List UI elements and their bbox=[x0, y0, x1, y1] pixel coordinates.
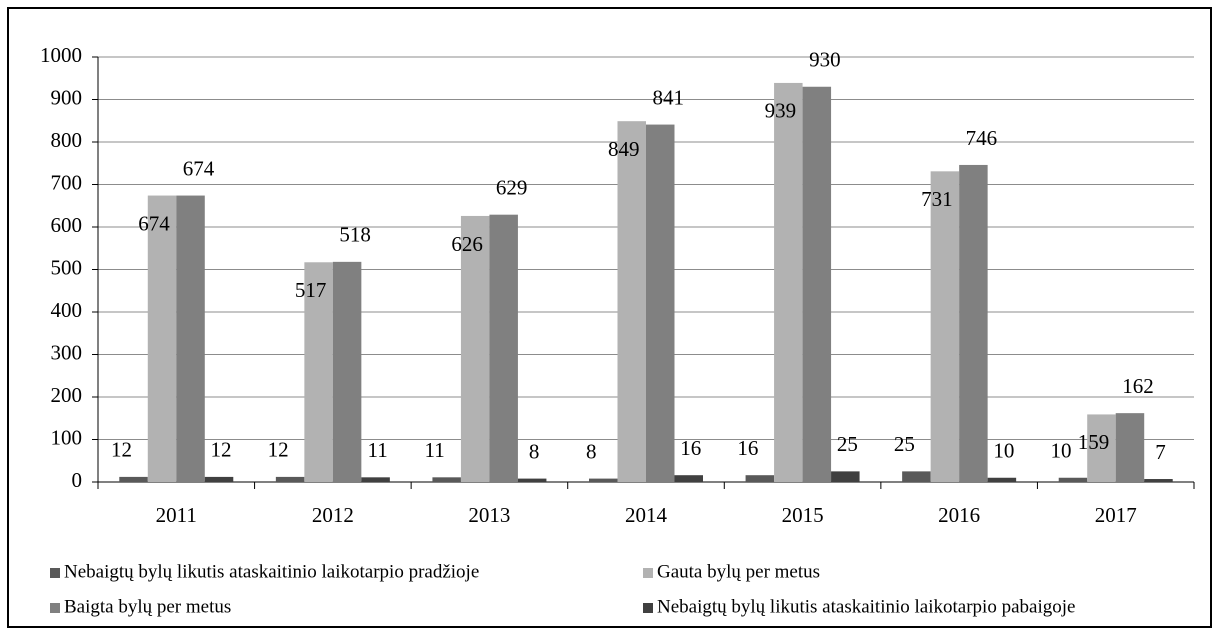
bar bbox=[987, 477, 1017, 482]
y-tick-label: 700 bbox=[51, 170, 83, 194]
bar bbox=[119, 476, 148, 482]
data-label: 25 bbox=[837, 432, 858, 456]
data-label: 8 bbox=[529, 439, 540, 463]
legend-swatch bbox=[50, 603, 60, 613]
bar bbox=[617, 121, 646, 483]
bar bbox=[204, 476, 234, 482]
data-label: 746 bbox=[966, 126, 998, 150]
y-tick-label: 300 bbox=[51, 340, 83, 364]
bar bbox=[1144, 479, 1173, 482]
x-tick-label: 2012 bbox=[312, 503, 354, 527]
y-tick-label: 800 bbox=[51, 128, 83, 152]
data-label: 10 bbox=[1050, 439, 1071, 463]
bar bbox=[802, 86, 832, 482]
bar bbox=[332, 261, 362, 482]
bar bbox=[517, 478, 547, 482]
data-label: 12 bbox=[211, 438, 232, 462]
bar bbox=[361, 477, 390, 482]
legend-label: Baigta bylų per metus bbox=[64, 596, 231, 617]
y-tick-label: 100 bbox=[51, 425, 83, 449]
legend-label: Nebaigtų bylų likutis ataskaitinio laiko… bbox=[64, 561, 479, 582]
bar bbox=[902, 471, 931, 482]
data-label: 10 bbox=[993, 439, 1014, 463]
data-label: 517 bbox=[295, 278, 327, 302]
data-label: 674 bbox=[138, 211, 170, 235]
y-tick-label: 400 bbox=[51, 298, 83, 322]
x-tick-label: 2013 bbox=[468, 503, 510, 527]
data-label: 849 bbox=[608, 137, 640, 161]
data-label: 629 bbox=[496, 175, 528, 199]
data-label: 12 bbox=[111, 438, 132, 462]
bar bbox=[176, 195, 205, 483]
bar bbox=[930, 171, 960, 482]
y-tick-label: 500 bbox=[51, 255, 83, 279]
data-label: 626 bbox=[451, 232, 483, 256]
data-label: 16 bbox=[680, 436, 701, 460]
bar bbox=[1087, 414, 1116, 482]
bar bbox=[674, 475, 703, 482]
bar bbox=[489, 214, 518, 483]
legend-label: Nebaigtų bylų likutis ataskaitinio laiko… bbox=[657, 596, 1075, 617]
bar bbox=[1115, 413, 1145, 482]
bar bbox=[147, 195, 177, 483]
data-label: 162 bbox=[1122, 374, 1154, 398]
bar bbox=[304, 262, 333, 482]
x-tick-label: 2016 bbox=[938, 503, 980, 527]
bar bbox=[646, 124, 675, 482]
bar bbox=[1058, 477, 1088, 482]
bar bbox=[959, 164, 988, 482]
legend-swatch bbox=[643, 603, 653, 613]
data-label: 841 bbox=[653, 85, 685, 109]
data-label: 159 bbox=[1078, 430, 1110, 454]
bar bbox=[432, 477, 461, 482]
data-label: 674 bbox=[183, 156, 215, 180]
bar bbox=[460, 215, 490, 482]
bar bbox=[275, 476, 305, 482]
y-tick-label: 200 bbox=[51, 383, 83, 407]
data-label: 12 bbox=[268, 438, 289, 462]
data-label: 930 bbox=[809, 48, 841, 72]
data-label: 731 bbox=[921, 187, 953, 211]
bar bbox=[589, 478, 618, 482]
data-label: 11 bbox=[425, 438, 445, 462]
bar bbox=[745, 475, 775, 482]
x-tick-label: 2011 bbox=[156, 503, 197, 527]
x-tick-label: 2017 bbox=[1095, 503, 1137, 527]
data-label: 16 bbox=[737, 436, 758, 460]
data-label: 939 bbox=[765, 99, 797, 123]
data-label: 518 bbox=[339, 223, 371, 247]
x-tick-label: 2014 bbox=[625, 503, 668, 527]
data-label: 11 bbox=[367, 438, 387, 462]
bar bbox=[831, 471, 860, 482]
x-tick-label: 2015 bbox=[782, 503, 824, 527]
legend-swatch bbox=[643, 568, 653, 578]
legend-label: Gauta bylų per metus bbox=[657, 561, 820, 582]
y-tick-label: 1000 bbox=[40, 43, 82, 67]
data-label: 25 bbox=[894, 432, 915, 456]
data-label: 7 bbox=[1155, 440, 1166, 464]
y-tick-label: 600 bbox=[51, 213, 83, 237]
chart-frame bbox=[7, 7, 1212, 628]
y-tick-label: 0 bbox=[72, 468, 83, 492]
y-tick-label: 900 bbox=[51, 85, 83, 109]
data-label: 8 bbox=[586, 439, 597, 463]
legend-swatch bbox=[50, 568, 60, 578]
bar bbox=[774, 82, 803, 483]
